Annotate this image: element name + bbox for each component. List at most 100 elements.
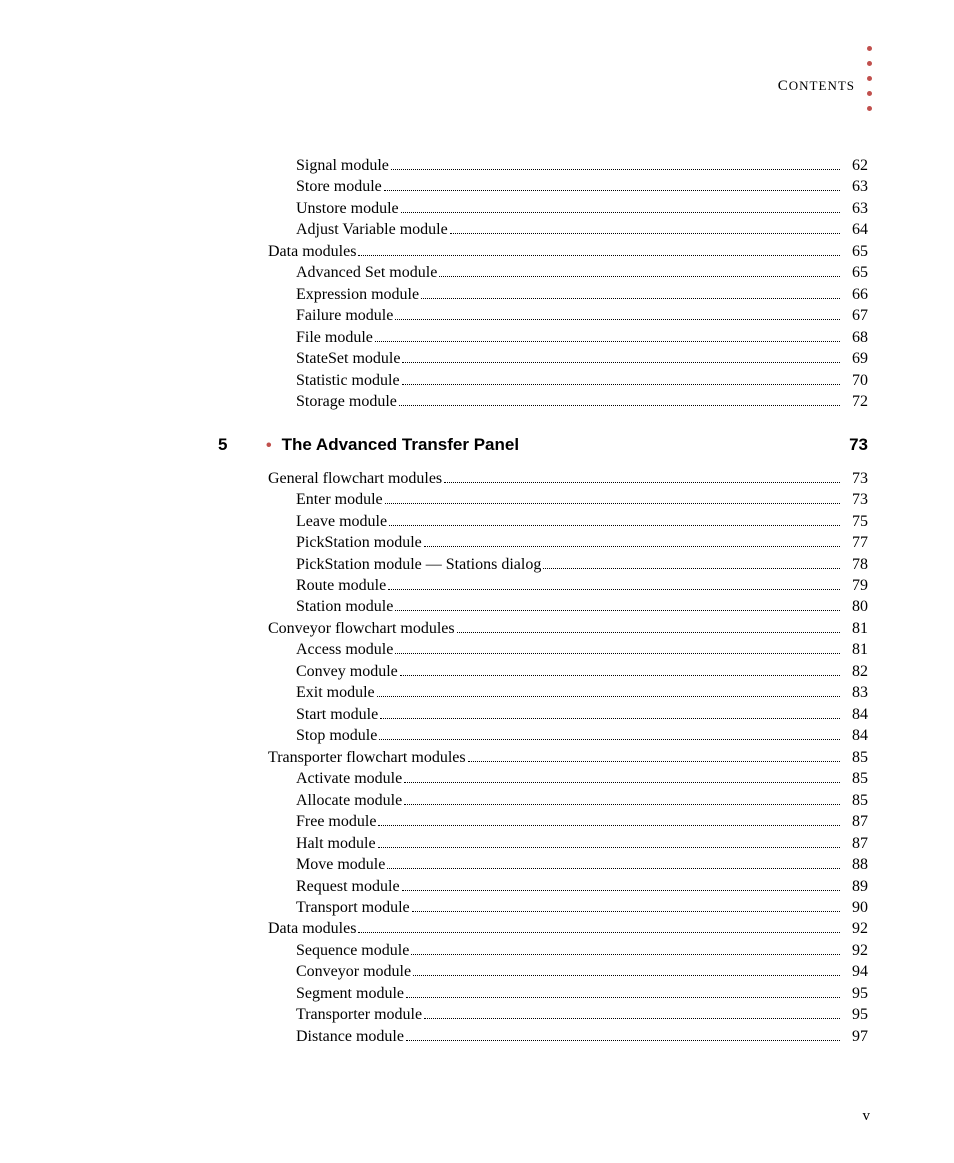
toc-entry-label: Allocate module bbox=[296, 791, 402, 811]
toc-entry: Store module63 bbox=[218, 177, 868, 197]
toc-entry: Route module79 bbox=[218, 576, 868, 596]
toc-leader-dots bbox=[377, 696, 840, 697]
toc-entry-label: Segment module bbox=[296, 984, 404, 1004]
toc-entry: Failure module 67 bbox=[218, 306, 868, 326]
toc-entry-label: Store module bbox=[296, 177, 382, 197]
toc-entry-page: 77 bbox=[844, 533, 868, 553]
toc-entry-label: Distance module bbox=[296, 1027, 404, 1047]
decor-dot-icon bbox=[867, 76, 872, 81]
toc-entry: Data modules 92 bbox=[218, 919, 868, 939]
toc-entry: Halt module87 bbox=[218, 834, 868, 854]
toc-entry: Transport module 90 bbox=[218, 898, 868, 918]
toc-entry-label: Station module bbox=[296, 597, 393, 617]
toc-entry: Leave module75 bbox=[218, 512, 868, 532]
toc-entry-label: Exit module bbox=[296, 683, 375, 703]
page-number: v bbox=[863, 1108, 871, 1125]
toc-entry-label: Conveyor flowchart modules bbox=[268, 619, 455, 639]
toc-leader-dots bbox=[384, 190, 840, 191]
toc-entry: Expression module66 bbox=[218, 285, 868, 305]
toc-entry-label: Start module bbox=[296, 705, 378, 725]
toc-leader-dots bbox=[402, 362, 840, 363]
toc-entry: Enter module73 bbox=[218, 490, 868, 510]
decor-dot-icon bbox=[867, 91, 872, 96]
toc-entry: Move module88 bbox=[218, 855, 868, 875]
toc-entry-page: 88 bbox=[844, 855, 868, 875]
toc-entry-label: Signal module bbox=[296, 156, 389, 176]
toc-entry-label: Statistic module bbox=[296, 371, 400, 391]
toc-entry-label: Data modules bbox=[268, 919, 356, 939]
toc-entry: Allocate module 85 bbox=[218, 791, 868, 811]
chapter-title: The Advanced Transfer Panel bbox=[282, 435, 849, 455]
toc-entry: Storage module72 bbox=[218, 392, 868, 412]
toc-entry: Distance module 97 bbox=[218, 1027, 868, 1047]
toc-entry: Conveyor flowchart modules81 bbox=[218, 619, 868, 639]
toc-entry: Station module 80 bbox=[218, 597, 868, 617]
decor-dot-icon bbox=[867, 46, 872, 51]
toc-entry: Request module 89 bbox=[218, 877, 868, 897]
toc-entry-label: Convey module bbox=[296, 662, 398, 682]
page-header: CONTENTS bbox=[778, 46, 872, 111]
toc-entry-page: 63 bbox=[844, 199, 868, 219]
toc-entry: General flowchart modules 73 bbox=[218, 469, 868, 489]
decor-dot-icon bbox=[867, 106, 872, 111]
toc-leader-dots bbox=[424, 1018, 840, 1019]
toc-entry-label: Stop module bbox=[296, 726, 377, 746]
toc-entry-page: 90 bbox=[844, 898, 868, 918]
toc-entry-page: 97 bbox=[844, 1027, 868, 1047]
toc-leader-dots bbox=[401, 212, 840, 213]
toc-entry-page: 70 bbox=[844, 371, 868, 391]
toc-entry-label: Transport module bbox=[296, 898, 410, 918]
toc-entry-page: 73 bbox=[844, 469, 868, 489]
toc-entry-label: General flowchart modules bbox=[268, 469, 442, 489]
toc-leader-dots bbox=[404, 804, 840, 805]
toc-entry: Stop module84 bbox=[218, 726, 868, 746]
toc-entry-label: Failure module bbox=[296, 306, 393, 326]
toc-leader-dots bbox=[388, 589, 840, 590]
toc-entry-page: 89 bbox=[844, 877, 868, 897]
toc-entry-page: 87 bbox=[844, 812, 868, 832]
toc-entry-label: Storage module bbox=[296, 392, 397, 412]
header-rest: ONTENTS bbox=[789, 78, 855, 93]
toc-leader-dots bbox=[399, 405, 840, 406]
toc-entry-page: 67 bbox=[844, 306, 868, 326]
toc-entry: StateSet module69 bbox=[218, 349, 868, 369]
toc-leader-dots bbox=[402, 384, 840, 385]
toc-entry-page: 69 bbox=[844, 349, 868, 369]
toc-entry-page: 62 bbox=[844, 156, 868, 176]
toc-entry-page: 92 bbox=[844, 941, 868, 961]
toc-entry-label: Transporter flowchart modules bbox=[268, 748, 466, 768]
toc-leader-dots bbox=[450, 233, 840, 234]
toc-entry: Signal module 62 bbox=[218, 156, 868, 176]
toc-entry-label: Data modules bbox=[268, 242, 356, 262]
toc-entry: Access module81 bbox=[218, 640, 868, 660]
toc-leader-dots bbox=[358, 255, 840, 256]
toc-leader-dots bbox=[391, 169, 840, 170]
toc-entry-page: 65 bbox=[844, 242, 868, 262]
toc-entry-page: 85 bbox=[844, 748, 868, 768]
toc-entry-page: 92 bbox=[844, 919, 868, 939]
toc-entry-label: File module bbox=[296, 328, 373, 348]
toc-entry: Conveyor module94 bbox=[218, 962, 868, 982]
toc-entry: Transporter module 95 bbox=[218, 1005, 868, 1025]
toc-entry: Unstore module63 bbox=[218, 199, 868, 219]
toc-entry: Advanced Set module65 bbox=[218, 263, 868, 283]
toc-entry-label: Expression module bbox=[296, 285, 419, 305]
toc-leader-dots bbox=[406, 997, 840, 998]
toc-entry: Start module84 bbox=[218, 705, 868, 725]
toc-entry-label: Conveyor module bbox=[296, 962, 411, 982]
toc-leader-dots bbox=[406, 1040, 840, 1041]
chapter-bullet-icon: • bbox=[266, 437, 272, 455]
toc-entry-page: 68 bbox=[844, 328, 868, 348]
toc-entry-label: Transporter module bbox=[296, 1005, 422, 1025]
toc-entry-page: 95 bbox=[844, 1005, 868, 1025]
toc-leader-dots bbox=[395, 653, 840, 654]
toc-leader-dots bbox=[358, 932, 840, 933]
toc-entry-label: Request module bbox=[296, 877, 400, 897]
toc-entry: Free module87 bbox=[218, 812, 868, 832]
toc-entry-page: 80 bbox=[844, 597, 868, 617]
toc-entry-page: 85 bbox=[844, 791, 868, 811]
toc-entry-page: 95 bbox=[844, 984, 868, 1004]
toc-entry: Data modules 65 bbox=[218, 242, 868, 262]
toc-content: Signal module62Store module63Unstore mod… bbox=[218, 156, 868, 1048]
toc-entry-page: 64 bbox=[844, 220, 868, 240]
